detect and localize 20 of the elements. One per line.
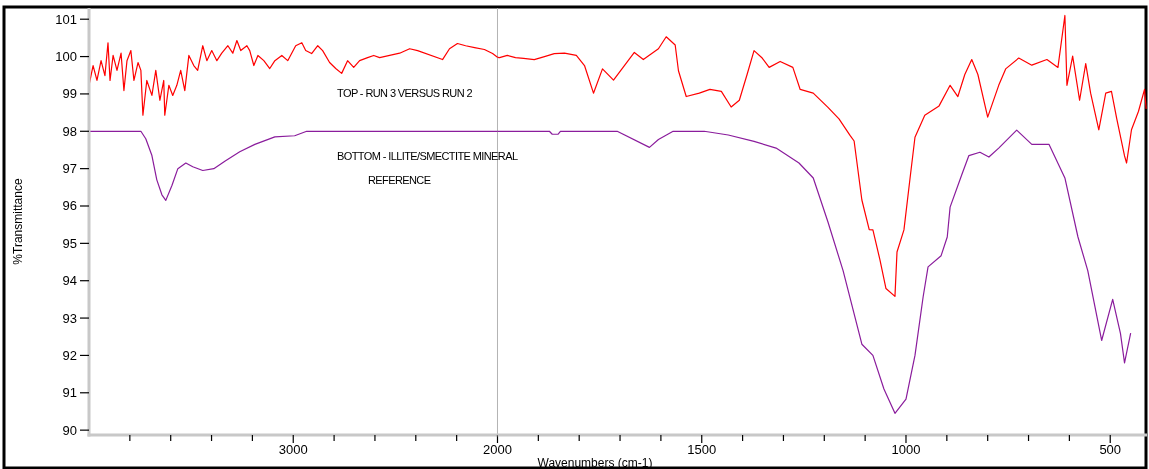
x-tick-label: 1000 [891,442,921,457]
y-tick-label: 98 [62,123,77,139]
y-axis-title: %Transmittance [11,178,25,265]
annotation: TOP - RUN 3 VERSUS RUN 2 [337,87,473,99]
y-tick-label: 90 [62,422,77,438]
x-tick-label: 500 [1099,442,1122,457]
y-tick-label: 99 [62,86,77,102]
y-tick-label: 101 [55,11,77,27]
y-tick-label: 91 [62,385,77,401]
y-tick-label: 93 [62,310,77,326]
annotation: BOTTOM - ILLITE/SMECTITE MINERAL REFERENCE [337,150,518,186]
y-tick-label: 97 [62,161,77,177]
x-tick-label: 1500 [687,442,717,457]
y-tick-label: 92 [62,347,77,363]
y-tick-label: 96 [62,198,77,214]
y-tick-label: 94 [62,273,77,289]
x-tick-label: 3000 [278,442,308,457]
y-tick-label: 95 [62,235,77,251]
x-tick-label: 2000 [483,442,512,457]
y-tick-label: 100 [55,49,77,65]
